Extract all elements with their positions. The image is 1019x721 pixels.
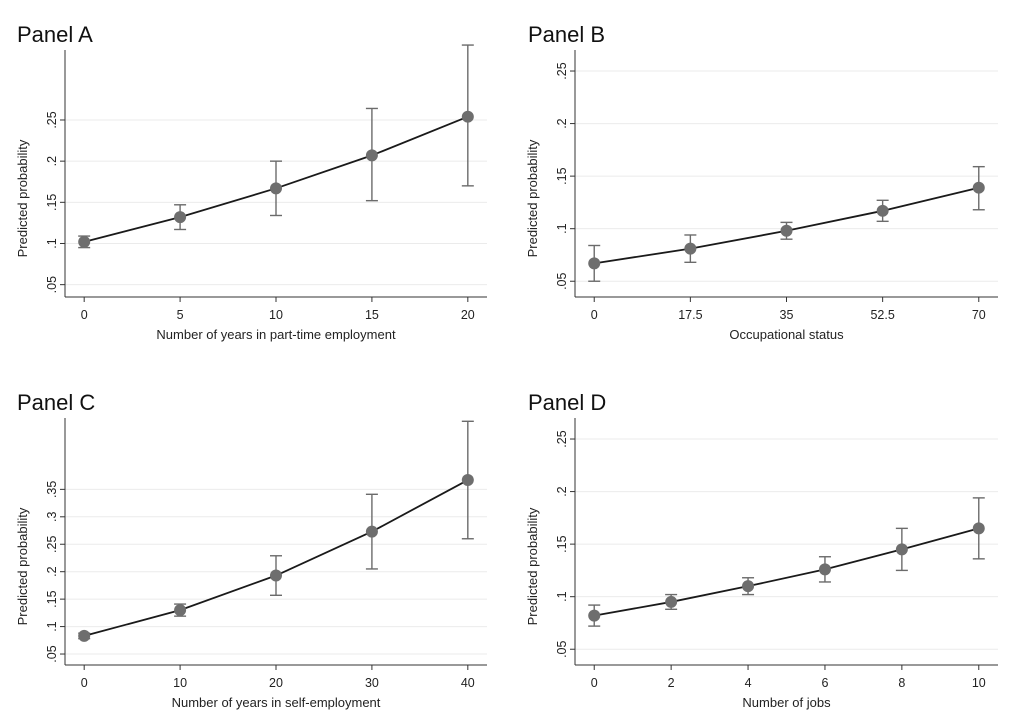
y-tick-label: .05 [555,641,569,658]
y-tick-label: .15 [555,535,569,552]
y-axis-label: Predicted probability [15,507,30,625]
x-tick-label: 20 [461,308,475,322]
data-point [876,204,889,217]
x-tick-label: 15 [365,308,379,322]
data-point [588,257,601,270]
data-point [174,211,187,224]
x-tick-label: 0 [81,676,88,690]
x-tick-label: 8 [898,676,905,690]
panel-0: Panel A .05 .1 .15 .2 .25 0 5 10 15 20 Number of ye… [15,22,487,342]
x-tick-label: 4 [745,676,752,690]
x-axis-label: Number of years in self-employment [172,695,381,710]
x-axis-label: Occupational status [729,327,844,342]
y-tick-label: .25 [555,62,569,79]
x-tick-label: 52.5 [870,308,894,322]
x-tick-label: 35 [780,308,794,322]
y-tick-label: .25 [45,536,59,553]
data-point [365,149,378,162]
panel-title: Panel A [17,22,93,47]
y-tick-label: .2 [555,118,569,128]
data-point [461,474,474,487]
y-tick-label: .05 [45,645,59,662]
data-point [174,604,187,617]
panel-title: Panel C [17,390,95,415]
y-tick-label: .15 [45,590,59,607]
y-axis-label: Predicted probability [525,507,540,625]
y-tick-label: .05 [555,273,569,290]
y-tick-label: .25 [555,430,569,447]
y-tick-label: .25 [45,111,59,128]
x-tick-label: 10 [173,676,187,690]
data-point [818,563,831,576]
y-axis-label: Predicted probability [15,139,30,257]
data-point [972,181,985,194]
x-tick-label: 0 [81,308,88,322]
panel-title: Panel D [528,390,606,415]
panel-title: Panel B [528,22,605,47]
data-point [270,182,282,195]
y-tick-label: .2 [45,566,59,576]
panel-1: Panel B .05 .1 .15 .2 .25 0 17.5 35 52.5 70 Occupat… [525,22,998,342]
y-tick-label: .2 [555,486,569,496]
x-tick-label: 10 [972,676,986,690]
y-tick-label: .15 [555,167,569,184]
series-line [594,527,980,617]
data-point [78,629,91,642]
x-axis-label: Number of jobs [742,695,831,710]
y-axis-label: Predicted probability [525,139,540,257]
data-point [972,522,985,535]
x-tick-label: 0 [591,676,598,690]
panel-3: Panel D .05 .1 .15 .2 .25 0 2 4 6 8 10 Number of job… [525,390,998,710]
x-tick-label: 17.5 [678,308,702,322]
x-tick-label: 2 [668,676,675,690]
x-tick-label: 70 [972,308,986,322]
y-tick-label: .2 [45,156,59,166]
data-point [684,242,697,255]
y-tick-label: .35 [45,481,59,498]
y-tick-label: .05 [45,276,59,293]
x-axis-label: Number of years in part-time employment [156,327,396,342]
x-tick-label: 6 [821,676,828,690]
data-point [270,569,282,582]
data-point [742,580,755,593]
panel-2: Panel C .05 .1 .15 .2 .25 .3 .35 0 10 20 30 40 Number… [15,390,487,710]
x-tick-label: 5 [177,308,184,322]
data-point [78,235,91,248]
x-tick-label: 20 [269,676,283,690]
x-tick-label: 40 [461,676,475,690]
y-tick-label: .3 [45,512,59,522]
data-point [588,609,601,622]
y-tick-label: .1 [555,591,569,601]
x-tick-label: 0 [591,308,598,322]
data-point [780,224,793,237]
data-point [365,525,378,538]
y-tick-label: .1 [45,238,59,248]
y-tick-label: .1 [555,223,569,233]
data-point [895,543,908,556]
y-tick-label: .15 [45,194,59,211]
x-tick-label: 30 [365,676,379,690]
data-point [665,595,678,608]
y-tick-label: .1 [45,621,59,631]
data-point [461,110,474,123]
x-tick-label: 10 [269,308,283,322]
